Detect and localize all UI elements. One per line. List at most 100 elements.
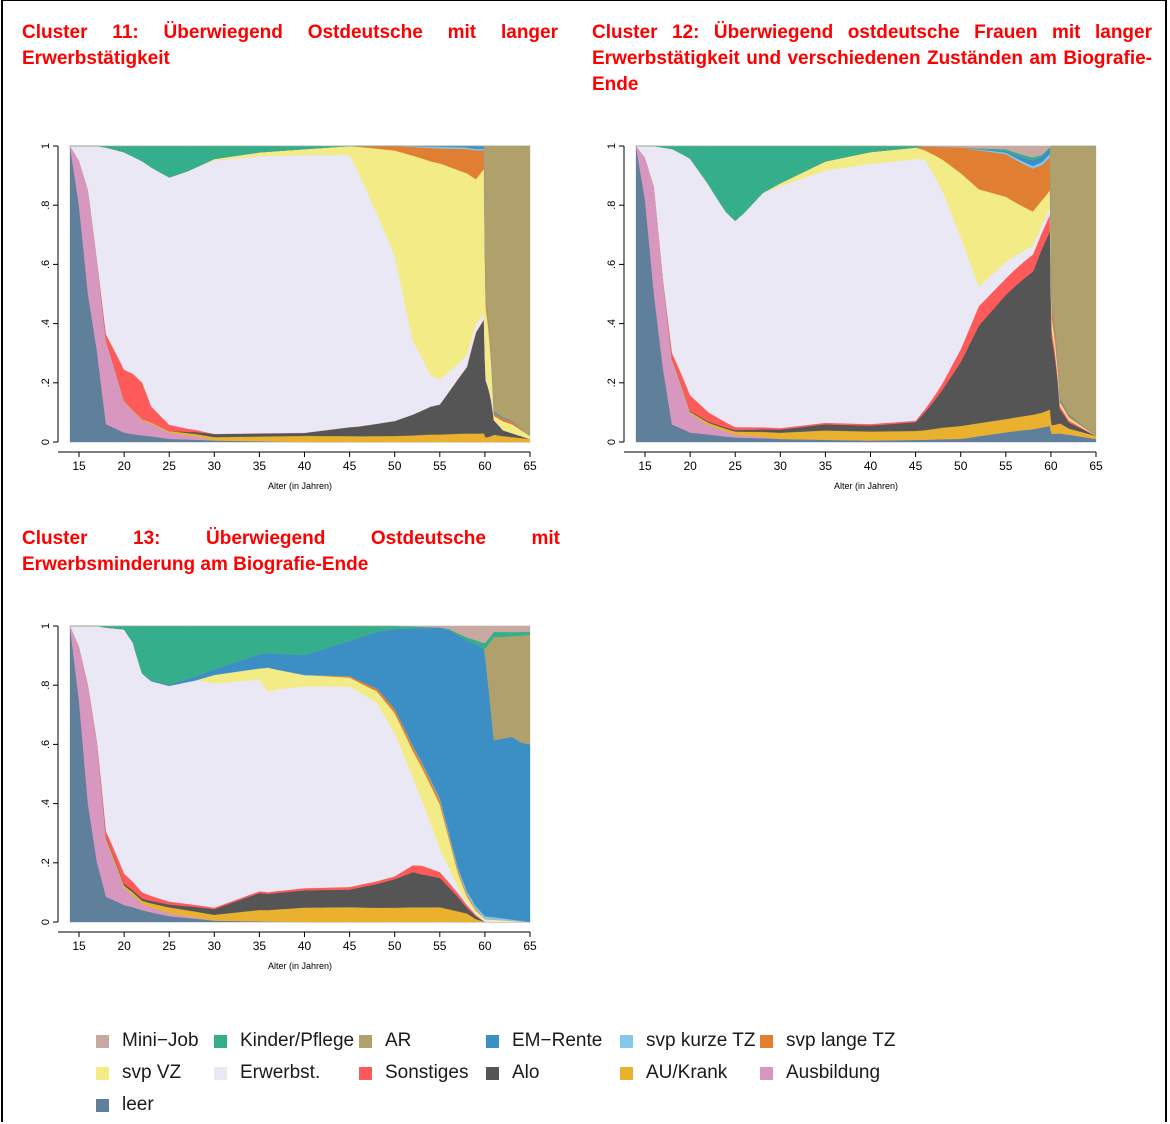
legend-item-minijob: Mini−Job: [96, 1028, 214, 1054]
x-tick-label: 65: [523, 459, 537, 473]
legend-swatch: [96, 1034, 109, 1048]
x-axis-label: Alter (in Jahren): [268, 481, 332, 491]
area-minijob: [70, 625, 531, 644]
legend: Mini−Job Kinder/Pflege AR EM−Rente svp kurze…: [96, 1028, 1096, 1118]
x-tick-label: 45: [343, 939, 357, 953]
cluster-11-title: Cluster 11: Überwiegend Ostdeutsche mit …: [22, 22, 558, 69]
x-tick-label: 30: [208, 459, 222, 473]
area-minijob: [636, 145, 1096, 158]
x-tick-label: 60: [478, 939, 492, 953]
y-tick-label: .2: [40, 858, 52, 867]
y-tick-label: .4: [606, 319, 618, 328]
legend-label: Sonstiges: [385, 1062, 469, 1083]
y-tick-label: .8: [40, 201, 52, 210]
legend-item-erw: Erwerbst.: [214, 1060, 359, 1086]
legend-swatch: [96, 1098, 109, 1112]
legend-swatch: [214, 1066, 227, 1080]
x-tick-label: 35: [253, 459, 267, 473]
legend-item-leer: leer: [96, 1092, 214, 1118]
y-tick-label: 1: [606, 143, 618, 149]
legend-item-kurz: svp kurze TZ: [620, 1028, 760, 1054]
x-tick-label: 25: [163, 459, 177, 473]
cluster-13-chart: 0 .2 .4 .6 .8 1 15 20 25 30 35 40 45 50 55 60 65 Alter (i…: [40, 623, 537, 971]
legend-swatch: [486, 1066, 499, 1080]
y-tick-label: 0: [40, 919, 52, 925]
y-tick-label: 0: [40, 439, 52, 445]
legend-swatch: [760, 1066, 773, 1080]
y-tick-label: .6: [40, 260, 52, 269]
x-tick-label: 60: [1044, 459, 1058, 473]
x-tick-label: 65: [1089, 459, 1103, 473]
x-tick-label: 35: [253, 939, 267, 953]
legend-label: Mini−Job: [122, 1030, 199, 1051]
x-tick-label: 50: [388, 459, 402, 473]
x-tick-label: 40: [864, 459, 878, 473]
x-tick-label: 20: [683, 459, 697, 473]
legend-swatch: [620, 1034, 633, 1048]
x-tick-label: 20: [117, 939, 131, 953]
x-axis-label: Alter (in Jahren): [268, 961, 332, 971]
y-tick-label: .8: [40, 681, 52, 690]
legend-label: EM−Rente: [512, 1030, 603, 1051]
cluster-12-title: Cluster 12: Überwiegend ostdeutsche Frau…: [592, 22, 1152, 95]
y-tick-label: .2: [40, 378, 52, 387]
legend-item-ar: AR: [359, 1028, 486, 1054]
x-axis-label: Alter (in Jahren): [834, 481, 898, 491]
legend-label: Erwerbst.: [240, 1062, 321, 1083]
x-tick-label: 50: [388, 939, 402, 953]
legend-swatch: [620, 1066, 633, 1080]
cluster-12-chart: 0 .2 .4 .6 .8 1 15 20 25 30 35 40 45 50 55 60 65 Alter (i…: [606, 143, 1103, 491]
x-tick-label: 35: [819, 459, 833, 473]
x-tick-label: 45: [343, 459, 357, 473]
x-tick-label: 15: [72, 459, 86, 473]
legend-label: Ausbildung: [786, 1062, 881, 1083]
legend-swatch: [96, 1066, 109, 1080]
legend-swatch: [486, 1034, 499, 1048]
x-tick-label: 55: [433, 459, 447, 473]
x-tick-label: 40: [298, 459, 312, 473]
legend-label: svp kurze TZ: [646, 1030, 756, 1051]
x-tick-label: 25: [729, 459, 743, 473]
x-tick-label: 40: [298, 939, 312, 953]
legend-label: svp lange TZ: [786, 1030, 896, 1051]
y-tick-label: 1: [40, 143, 52, 149]
legend-item-em: EM−Rente: [486, 1028, 620, 1054]
legend-item-alo: Alo: [486, 1060, 620, 1086]
y-tick-label: 0: [606, 439, 618, 445]
x-tick-label: 30: [208, 939, 222, 953]
legend-item-sonst: Sonstiges: [359, 1060, 486, 1086]
x-tick-label: 55: [999, 459, 1013, 473]
legend-swatch: [760, 1034, 773, 1048]
y-tick-label: .4: [40, 799, 52, 808]
x-tick-label: 20: [117, 459, 131, 473]
x-tick-label: 50: [954, 459, 968, 473]
x-tick-label: 15: [72, 939, 86, 953]
legend-label: AU/Krank: [646, 1062, 728, 1083]
legend-item-vz: svp VZ: [96, 1060, 214, 1086]
legend-label: leer: [122, 1094, 154, 1115]
y-tick-label: .8: [606, 201, 618, 210]
legend-label: AR: [385, 1030, 412, 1051]
y-tick-label: .2: [606, 378, 618, 387]
legend-item-kinder: Kinder/Pflege: [214, 1028, 359, 1054]
y-tick-label: 1: [40, 623, 52, 629]
cluster-11-chart: 0 .2 .4 .6 .8 1 15 20 25 30 35 40 45 50 55 60 65 Alter (i…: [40, 143, 537, 491]
legend-swatch: [214, 1034, 227, 1048]
x-tick-label: 45: [909, 459, 923, 473]
legend-label: svp VZ: [122, 1062, 182, 1083]
legend-item-au: AU/Krank: [620, 1060, 760, 1086]
y-tick-label: .6: [40, 740, 52, 749]
x-tick-label: 15: [638, 459, 652, 473]
legend-item-ausb: Ausbildung: [760, 1060, 960, 1086]
legend-item-lang: svp lange TZ: [760, 1028, 960, 1054]
y-tick-label: .6: [606, 260, 618, 269]
legend-swatch: [359, 1034, 372, 1048]
legend-label: Kinder/Pflege: [240, 1030, 355, 1051]
y-tick-label: .4: [40, 319, 52, 328]
x-tick-label: 30: [774, 459, 788, 473]
cluster-13-title: Cluster 13: Überwiegend Ostdeutsche mit …: [22, 528, 560, 575]
legend-label: Alo: [512, 1062, 540, 1083]
x-tick-label: 60: [478, 459, 492, 473]
legend-swatch: [359, 1066, 372, 1080]
